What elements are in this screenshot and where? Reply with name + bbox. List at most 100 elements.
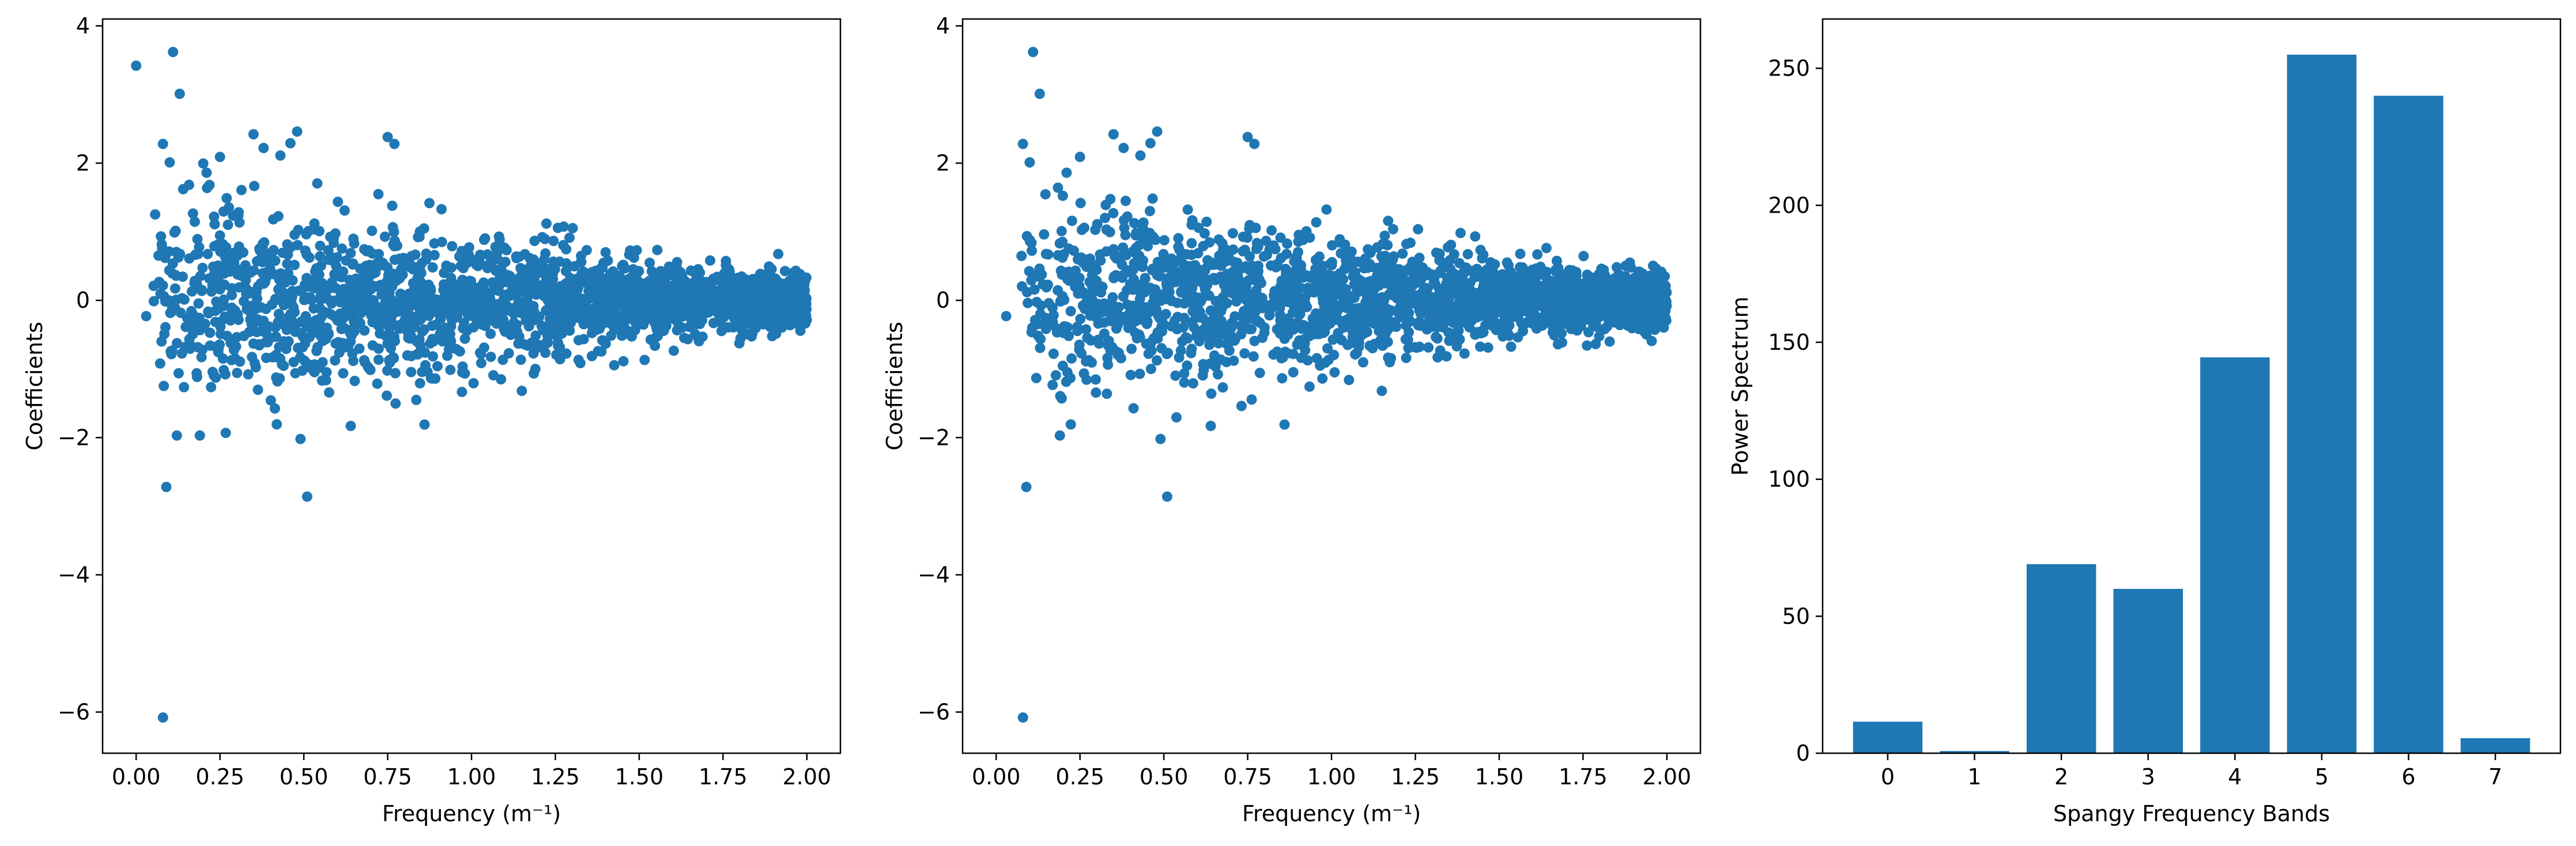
data-point xyxy=(1152,355,1162,366)
data-point xyxy=(1353,337,1364,348)
data-point xyxy=(222,220,233,231)
data-point xyxy=(1125,278,1136,289)
data-point xyxy=(458,285,469,296)
data-point xyxy=(1504,330,1515,341)
data-point xyxy=(425,285,436,296)
data-point xyxy=(726,286,737,297)
data-point xyxy=(1288,324,1299,335)
data-point xyxy=(767,331,778,342)
data-point xyxy=(1653,291,1664,302)
data-point xyxy=(1210,275,1221,286)
data-point xyxy=(1387,267,1398,278)
data-point xyxy=(156,239,167,250)
data-point xyxy=(1311,353,1322,364)
data-point xyxy=(312,326,323,337)
data-point xyxy=(406,350,417,361)
data-point xyxy=(1266,225,1277,236)
data-point xyxy=(261,353,271,363)
data-point xyxy=(644,299,655,309)
data-point xyxy=(1017,138,1028,149)
data-point xyxy=(157,138,168,149)
data-point xyxy=(1449,249,1459,260)
y-tick-label: 50 xyxy=(1782,603,1810,629)
data-point xyxy=(150,209,161,220)
data-point xyxy=(1138,217,1149,228)
data-point xyxy=(290,368,301,379)
data-point xyxy=(243,369,254,380)
data-point xyxy=(1141,319,1152,330)
data-point xyxy=(299,355,310,366)
data-point xyxy=(1473,288,1484,299)
data-point xyxy=(1303,287,1314,298)
data-point xyxy=(1339,247,1350,258)
data-point xyxy=(1357,319,1368,330)
axes-frame xyxy=(101,18,842,754)
data-point xyxy=(173,368,184,379)
data-point xyxy=(1348,266,1359,277)
data-point xyxy=(1078,368,1089,379)
data-point xyxy=(1488,267,1499,278)
data-point xyxy=(1039,229,1050,240)
data-point xyxy=(268,214,278,225)
data-point xyxy=(478,342,489,353)
x-tick-label: 0.75 xyxy=(363,764,412,790)
data-point xyxy=(232,368,243,379)
data-point xyxy=(1329,349,1340,360)
data-point xyxy=(1385,357,1396,368)
data-point xyxy=(1384,322,1395,333)
data-point xyxy=(394,323,405,334)
data-point xyxy=(271,419,282,430)
data-point xyxy=(585,307,596,318)
data-point xyxy=(1551,266,1562,277)
data-point xyxy=(1578,251,1589,262)
data-point xyxy=(493,231,504,242)
data-point xyxy=(217,353,228,364)
data-point xyxy=(651,331,662,342)
data-point xyxy=(1204,237,1215,248)
data-point xyxy=(300,311,311,322)
data-point xyxy=(315,303,326,314)
data-point xyxy=(538,281,549,292)
data-point xyxy=(1507,272,1518,283)
data-point xyxy=(723,322,734,333)
data-point xyxy=(1511,292,1522,303)
x-tick-label: 2.00 xyxy=(1643,764,1692,790)
data-point xyxy=(1515,248,1526,259)
data-point xyxy=(314,226,325,236)
data-point xyxy=(750,323,761,334)
plot-marks xyxy=(1001,47,1672,723)
data-point xyxy=(1231,296,1242,307)
data-point xyxy=(316,260,326,271)
data-point xyxy=(1063,330,1074,341)
data-point xyxy=(1134,332,1145,343)
data-point xyxy=(1483,310,1493,321)
data-point xyxy=(1594,331,1605,342)
data-point xyxy=(1418,285,1428,296)
data-point xyxy=(1647,321,1658,332)
data-point xyxy=(596,262,607,273)
x-tick-label: 1.50 xyxy=(615,764,664,790)
data-point xyxy=(326,277,337,288)
data-point xyxy=(1059,321,1070,332)
x-tick-label: 2 xyxy=(2054,764,2068,790)
x-tick-label: 4 xyxy=(2228,764,2242,790)
data-point xyxy=(282,338,293,349)
x-tick-label: 0.00 xyxy=(112,764,161,790)
data-point xyxy=(1470,231,1481,242)
data-point xyxy=(1198,358,1209,369)
data-point xyxy=(1401,239,1412,250)
data-point xyxy=(1143,348,1154,359)
data-point xyxy=(357,300,368,311)
data-point xyxy=(1161,278,1172,289)
data-point xyxy=(430,373,441,384)
data-point xyxy=(365,364,376,375)
data-point xyxy=(1541,243,1552,254)
data-point xyxy=(1319,301,1330,312)
data-point xyxy=(1474,341,1485,352)
data-point xyxy=(723,264,734,275)
data-point xyxy=(614,281,625,292)
data-point xyxy=(1066,216,1077,226)
data-point xyxy=(1053,182,1063,193)
data-point xyxy=(254,339,265,350)
data-point xyxy=(1459,348,1470,359)
